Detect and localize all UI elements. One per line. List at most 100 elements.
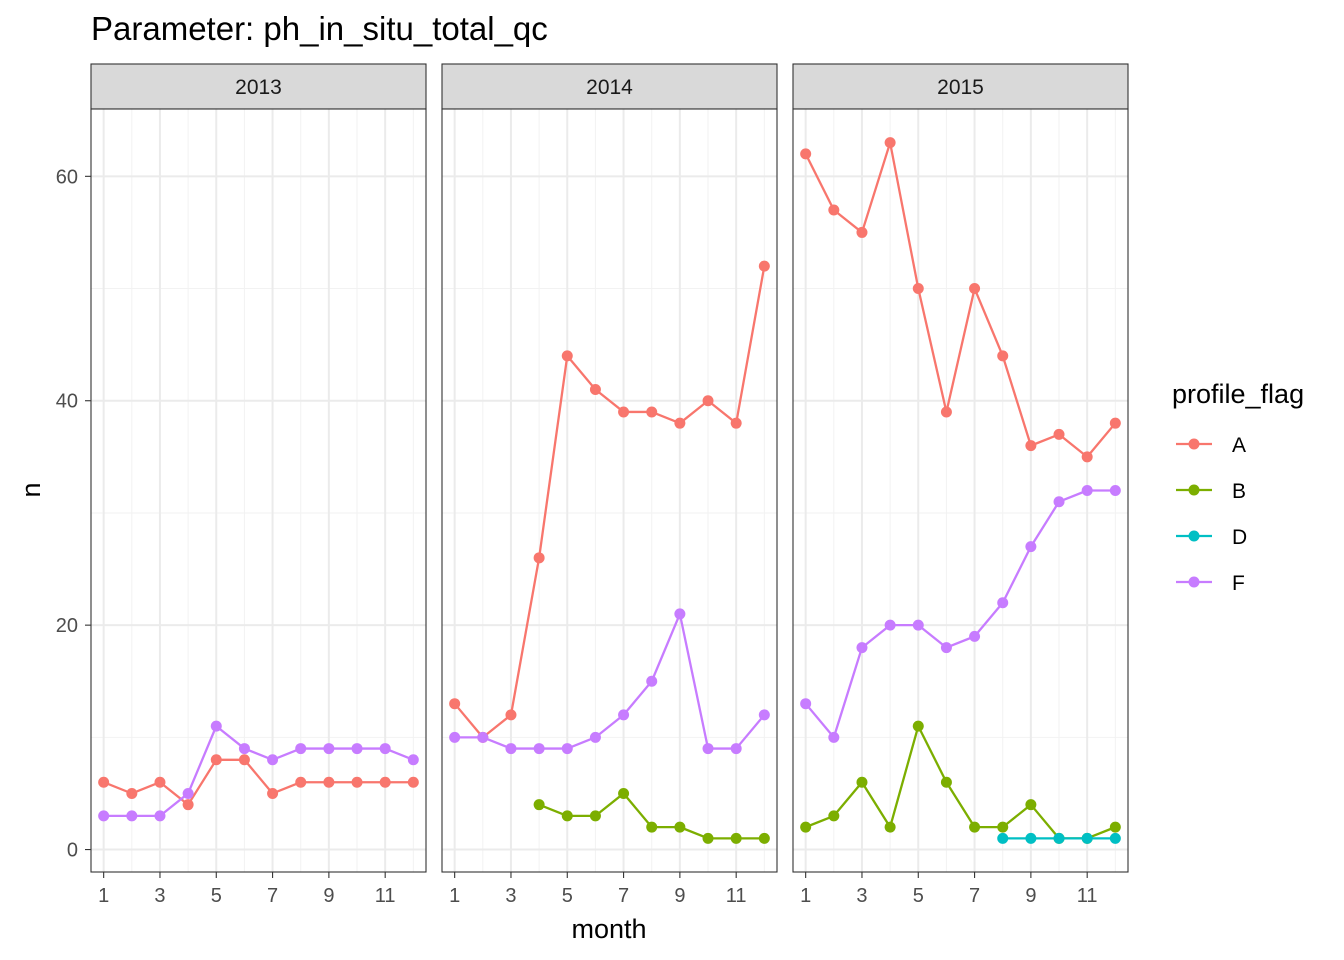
data-point-F — [1025, 541, 1037, 553]
data-point-F — [323, 743, 335, 755]
data-point-F — [912, 619, 924, 631]
facet-panel-2014: 2014 1 3 5 7 9 11 — [441, 63, 778, 907]
data-point-F — [295, 743, 307, 755]
x-tick-label: 3 — [505, 885, 516, 907]
facet-panels: 0 20 40 60 2013 1 3 5 7 9 11 2014 1 3 5 7 9 11 2015 1 3 5 7 9 11 — [56, 63, 1129, 907]
facet-panel-2013: 2013 1 3 5 7 9 11 — [90, 63, 427, 907]
panel-background — [442, 109, 777, 872]
data-point-F — [379, 743, 391, 755]
data-point-F — [126, 810, 138, 822]
data-point-F — [758, 709, 770, 721]
panel-border — [441, 108, 778, 873]
data-point-B — [618, 787, 630, 799]
x-tick-label: 9 — [1025, 885, 1036, 907]
data-point-F — [154, 810, 166, 822]
data-point-F — [940, 642, 952, 654]
y-axis-title: n — [16, 482, 46, 497]
x-axis-title: month — [571, 914, 646, 944]
x-tick-label: 11 — [1077, 885, 1098, 907]
data-point-F — [561, 743, 573, 755]
data-point-A — [449, 698, 461, 710]
x-tick-label: 3 — [154, 885, 165, 907]
chart-title: Parameter: ph_in_situ_total_qc — [91, 10, 548, 47]
facet-panel-2015: 2015 1 3 5 7 9 11 — [792, 63, 1129, 907]
data-point-B — [1109, 821, 1121, 833]
data-point-F — [589, 731, 601, 743]
y-tick-label: 0 — [67, 840, 78, 862]
data-point-A — [126, 787, 138, 799]
data-point-A — [1025, 440, 1037, 452]
data-point-F — [800, 698, 812, 710]
data-point-A — [295, 776, 307, 788]
data-point-D — [1053, 832, 1065, 844]
panel-background — [91, 109, 426, 872]
data-point-A — [912, 283, 924, 295]
y-tick-label: 40 — [56, 391, 78, 413]
data-point-A — [969, 283, 981, 295]
data-point-A — [884, 137, 896, 149]
legend-entry-D: D — [1176, 526, 1247, 549]
x-tick-label: 11 — [726, 885, 747, 907]
data-point-A — [505, 709, 517, 721]
data-point-B — [589, 810, 601, 822]
legend-key-point — [1188, 484, 1200, 496]
data-point-B — [856, 776, 868, 788]
data-point-D — [1025, 832, 1037, 844]
data-point-F — [449, 731, 461, 743]
data-point-F — [351, 743, 363, 755]
data-point-A — [646, 406, 658, 418]
data-point-A — [618, 406, 630, 418]
x-tick-label: 9 — [323, 885, 334, 907]
x-tick-label: 11 — [375, 885, 396, 907]
data-point-F — [238, 743, 250, 755]
data-point-A — [1081, 451, 1093, 463]
data-point-F — [210, 720, 222, 732]
data-point-A — [997, 350, 1009, 362]
y-tick-label: 20 — [56, 615, 78, 637]
data-point-B — [800, 821, 812, 833]
data-point-A — [267, 787, 279, 799]
data-point-F — [182, 787, 194, 799]
data-point-D — [1109, 832, 1121, 844]
data-point-A — [379, 776, 391, 788]
x-tick-label: 7 — [267, 885, 278, 907]
data-point-F — [477, 731, 489, 743]
legend-key-point — [1188, 576, 1200, 588]
legend-label: D — [1232, 526, 1247, 549]
data-point-A — [1109, 417, 1121, 429]
facet-strip — [90, 63, 427, 110]
x-tick-label: 1 — [800, 885, 811, 907]
data-point-B — [884, 821, 896, 833]
x-tick-label: 1 — [98, 885, 109, 907]
data-point-A — [1053, 428, 1065, 440]
data-point-A — [730, 417, 742, 429]
data-point-A — [589, 384, 601, 396]
legend-title: profile_flag — [1172, 379, 1304, 409]
data-point-B — [997, 821, 1009, 833]
data-point-A — [182, 799, 194, 811]
legend-entry-F: F — [1176, 572, 1245, 595]
data-point-F — [1081, 485, 1093, 496]
data-point-F — [674, 608, 686, 620]
data-point-A — [533, 552, 545, 564]
x-tick-label: 7 — [969, 885, 980, 907]
data-point-A — [154, 776, 166, 788]
data-point-F — [407, 754, 419, 766]
facet-strip — [792, 63, 1129, 110]
data-point-B — [561, 810, 573, 822]
data-point-B — [758, 832, 770, 844]
data-point-B — [912, 720, 924, 732]
data-point-F — [856, 642, 868, 654]
data-point-B — [730, 832, 742, 844]
data-point-D — [997, 832, 1009, 844]
facet-strip-label: 2013 — [235, 76, 282, 99]
data-point-B — [969, 821, 981, 833]
series-line-A — [804, 141, 1117, 458]
data-point-F — [828, 731, 840, 743]
data-point-A — [856, 226, 868, 238]
data-point-B — [674, 821, 686, 833]
data-point-A — [210, 754, 222, 766]
panel-border — [90, 108, 427, 873]
